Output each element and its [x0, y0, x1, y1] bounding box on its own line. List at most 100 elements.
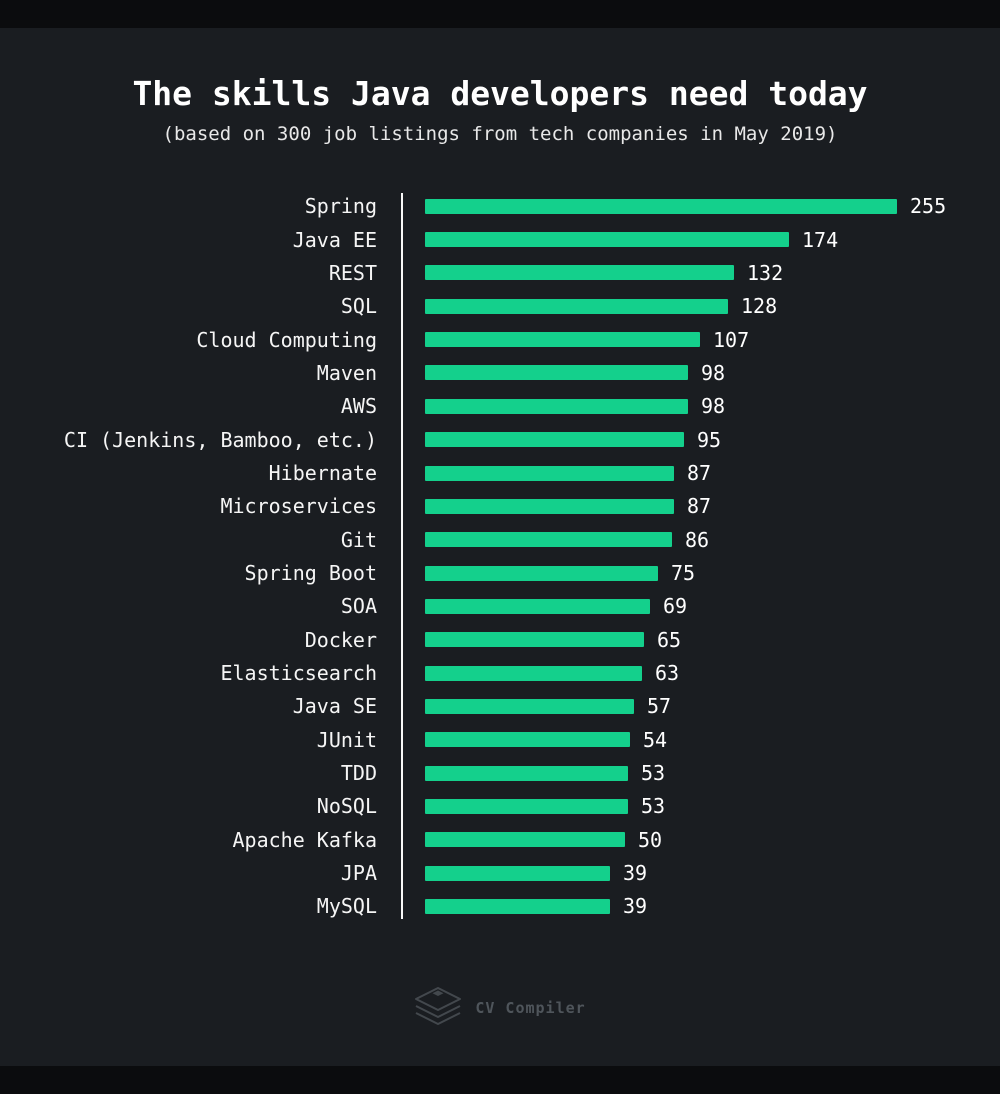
value-label: 87	[687, 494, 712, 519]
chart-title: The skills Java developers need today	[132, 74, 868, 113]
bar	[425, 498, 674, 514]
y-axis-line	[401, 192, 403, 920]
category-label: CI (Jenkins, Bamboo, etc.)	[63, 427, 377, 452]
bar-zone: 39	[425, 861, 1000, 885]
category-label: Git	[340, 527, 377, 552]
value-label: 53	[641, 794, 666, 819]
category-label: SQL	[340, 294, 377, 319]
category-label: JPA	[340, 861, 377, 886]
chart-row: AWS 98	[0, 390, 1000, 423]
chart-row: Java SE 57	[0, 690, 1000, 723]
chart-row: Java EE 174	[0, 223, 1000, 256]
bar	[425, 798, 628, 814]
category-label: Cloud Computing	[196, 327, 377, 352]
chart-row: Spring Boot 75	[0, 556, 1000, 589]
value-label: 50	[638, 827, 663, 852]
category-label: Spring	[304, 194, 377, 219]
bar-zone: 57	[425, 694, 1000, 718]
chart-row: REST 132	[0, 256, 1000, 289]
bar	[425, 465, 674, 481]
bar-zone: 50	[425, 828, 1000, 852]
bottom-border	[0, 1066, 1000, 1094]
category-label: Elasticsearch	[220, 661, 377, 686]
bar-zone: 53	[425, 761, 1000, 785]
bar	[425, 898, 610, 914]
footer: CV Compiler	[0, 986, 1000, 1030]
bar-zone: 87	[425, 461, 1000, 485]
bar-zone: 132	[425, 261, 1000, 285]
value-label: 128	[741, 294, 778, 319]
chart-row: SQL 128	[0, 290, 1000, 323]
bar-zone: 39	[425, 894, 1000, 918]
category-label: Java SE	[292, 694, 377, 719]
category-label: Java EE	[292, 227, 377, 252]
bar-zone: 75	[425, 561, 1000, 585]
chart-row: Cloud Computing 107	[0, 323, 1000, 356]
chart-row: Apache Kafka 50	[0, 823, 1000, 856]
bar-zone: 255	[425, 194, 1000, 218]
bar	[425, 265, 734, 281]
category-label: NoSQL	[316, 794, 377, 819]
value-label: 95	[697, 427, 722, 452]
bar	[425, 332, 700, 348]
chart-row: CI (Jenkins, Bamboo, etc.) 95	[0, 423, 1000, 456]
chart-row: Spring 255	[0, 190, 1000, 223]
bar	[425, 365, 688, 381]
value-label: 255	[910, 194, 947, 219]
category-label: Apache Kafka	[232, 827, 378, 852]
bar	[425, 565, 658, 581]
bar	[425, 532, 672, 548]
chart-row: NoSQL 53	[0, 790, 1000, 823]
chart-row: Elasticsearch 63	[0, 656, 1000, 689]
category-label: Spring Boot	[244, 561, 377, 586]
bar	[425, 832, 625, 848]
chart-row: JPA 39	[0, 856, 1000, 889]
bar	[425, 865, 610, 881]
bar	[425, 732, 630, 748]
value-label: 69	[663, 594, 688, 619]
category-label: AWS	[340, 394, 377, 419]
value-label: 98	[701, 360, 726, 385]
chart-row: Docker 65	[0, 623, 1000, 656]
cv-compiler-logo-text: CV Compiler	[475, 999, 586, 1017]
value-label: 54	[643, 727, 668, 752]
category-label: Microservices	[220, 494, 377, 519]
category-label: Hibernate	[268, 461, 377, 486]
bar	[425, 698, 634, 714]
value-label: 174	[802, 227, 839, 252]
bar	[425, 665, 642, 681]
bar-zone: 107	[425, 328, 1000, 352]
category-label: REST	[328, 260, 377, 285]
bar-zone: 174	[425, 228, 1000, 252]
bar	[425, 232, 789, 248]
bar	[425, 432, 684, 448]
bar	[425, 398, 688, 414]
category-label: Maven	[316, 360, 377, 385]
bar	[425, 198, 897, 214]
chart-row: MySQL 39	[0, 890, 1000, 923]
value-label: 87	[687, 461, 712, 486]
bar-zone: 69	[425, 594, 1000, 618]
chart-row: TDD 53	[0, 756, 1000, 789]
bar-zone: 54	[425, 728, 1000, 752]
bar-zone: 98	[425, 361, 1000, 385]
bar-chart: Spring 255 Java EE 174 REST 132 SQL 128 Cloud Co…	[0, 190, 1000, 924]
bar-zone: 53	[425, 794, 1000, 818]
bar-zone: 95	[425, 428, 1000, 452]
chart-row: JUnit 54	[0, 723, 1000, 756]
category-label: MySQL	[316, 894, 377, 919]
value-label: 53	[641, 761, 666, 786]
bar-zone: 87	[425, 494, 1000, 518]
value-label: 107	[713, 327, 750, 352]
chart-row: SOA 69	[0, 590, 1000, 623]
bar	[425, 632, 644, 648]
chart-subtitle: (based on 300 job listings from tech com…	[162, 122, 838, 145]
bar-zone: 98	[425, 394, 1000, 418]
bar	[425, 298, 728, 314]
value-label: 132	[747, 260, 784, 285]
bar-zone: 86	[425, 528, 1000, 552]
category-label: TDD	[340, 761, 377, 786]
chart-rows: Spring 255 Java EE 174 REST 132 SQL 128 Cloud Co…	[0, 190, 1000, 924]
value-label: 86	[685, 527, 710, 552]
